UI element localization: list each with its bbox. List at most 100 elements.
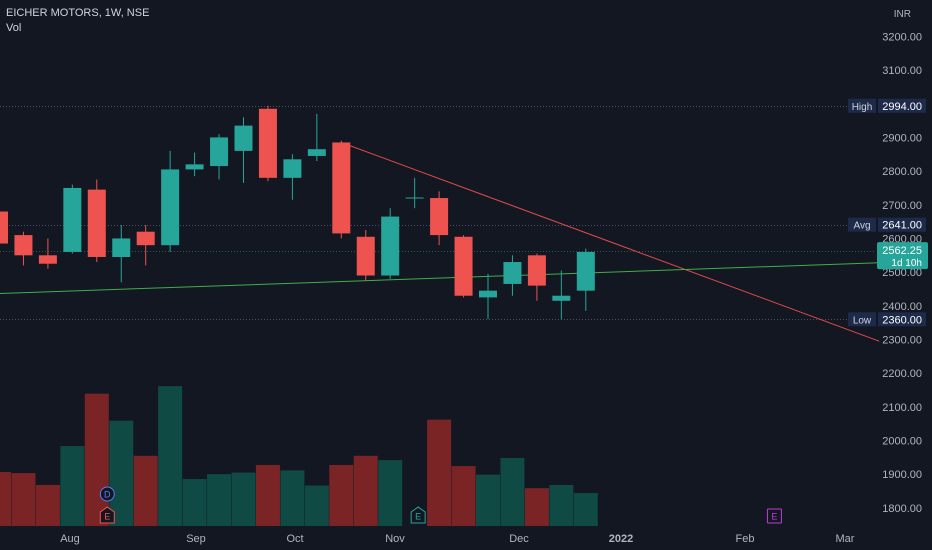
volume-bar (304, 485, 329, 526)
volume-bar (60, 446, 85, 526)
volume-indicator-label[interactable]: Vol (6, 22, 22, 34)
chart-legend: EICHER MOTORS, 1W, NSE Vol (6, 6, 149, 36)
candle-body (283, 159, 302, 178)
candle-body (356, 236, 375, 276)
volume-bar (549, 484, 574, 526)
event-letter: E (104, 512, 110, 522)
candle-body (161, 169, 180, 246)
volume-bar (11, 473, 36, 526)
x-tick-label: Mar (836, 533, 855, 545)
candle-body (258, 108, 277, 178)
ref-badge-low: Low 2360.00 (848, 312, 926, 327)
candle-body (576, 251, 595, 291)
volume-bar (451, 466, 476, 526)
ref-badge-label: Avg (853, 221, 870, 232)
volume-bar (573, 493, 598, 526)
candle-body (307, 149, 326, 156)
candle[interactable] (332, 140, 351, 239)
candle[interactable] (234, 117, 253, 183)
symbol-title[interactable]: EICHER MOTORS, 1W, NSE (6, 7, 150, 19)
y-tick-label: 1900.00 (882, 469, 922, 481)
candles[interactable] (0, 105, 595, 320)
candle[interactable] (210, 134, 229, 180)
candle[interactable] (503, 255, 522, 296)
resistance-trend-line[interactable] (341, 142, 880, 342)
candle-body (136, 231, 155, 246)
candle-body (454, 236, 473, 296)
candle[interactable] (63, 184, 82, 254)
volume-bar (378, 460, 403, 526)
event-letter: E (415, 512, 421, 522)
earnings-marker[interactable]: E (766, 508, 782, 524)
ref-badge-label: High (852, 102, 873, 113)
event-letter: D (104, 490, 111, 500)
candle-body (332, 142, 351, 234)
y-tick-label: 3100.00 (882, 65, 922, 77)
y-tick-label: 2500.00 (882, 267, 922, 279)
candle[interactable] (161, 150, 180, 252)
ref-badge-avg: Avg 2641.00 (848, 217, 926, 232)
x-tick-label: Feb (736, 533, 755, 545)
candle[interactable] (454, 235, 473, 298)
candle[interactable] (14, 231, 33, 266)
candle[interactable] (381, 208, 400, 279)
event-markers[interactable]: D E E E (99, 486, 782, 524)
currency-label: INR (894, 9, 911, 20)
volume-bar (182, 479, 207, 526)
x-tick-label: Sep (186, 533, 206, 545)
candle[interactable] (307, 113, 326, 161)
candle[interactable] (527, 253, 546, 301)
y-tick-label: 2100.00 (882, 402, 922, 414)
candle-body (112, 238, 131, 257)
candle-body (527, 255, 546, 286)
ref-badge-label: Low (853, 315, 872, 326)
candle-body (552, 295, 571, 301)
candle[interactable] (552, 270, 571, 320)
candle[interactable] (430, 191, 449, 246)
y-tick-label: 3200.00 (882, 31, 922, 43)
bar-countdown: 1d 10h (891, 258, 922, 269)
candle[interactable] (38, 238, 57, 269)
y-tick-label: 2000.00 (882, 436, 922, 448)
candle[interactable] (356, 230, 375, 281)
candle-body (87, 189, 106, 257)
volume-bars (0, 386, 598, 526)
ref-badge-high: High 2994.00 (848, 98, 926, 113)
candle[interactable] (136, 224, 155, 266)
candle[interactable] (87, 179, 106, 263)
candle[interactable] (112, 224, 131, 283)
candle[interactable] (283, 154, 302, 200)
x-tick-label: Aug (60, 533, 80, 545)
earnings-marker[interactable]: E (410, 506, 426, 524)
volume-bar (109, 420, 134, 526)
candle-body (479, 290, 497, 298)
volume-bar (35, 484, 60, 526)
y-tick-label: 2300.00 (882, 335, 922, 347)
price-axis[interactable]: 1800.00 1900.00 2000.00 2100.00 2200.00 2300.… (848, 9, 928, 515)
volume-bar (0, 472, 11, 526)
candle[interactable] (479, 273, 497, 320)
candle[interactable] (405, 177, 424, 209)
y-tick-label: 1800.00 (882, 503, 922, 515)
volume-bar (231, 472, 256, 526)
candle-body (38, 255, 57, 264)
candle[interactable] (0, 211, 8, 246)
candle-body (234, 125, 253, 151)
dividend-marker[interactable]: D (99, 486, 115, 502)
ref-badge-value: 2360.00 (882, 314, 922, 326)
candle[interactable] (576, 248, 595, 311)
earnings-marker[interactable]: E (99, 506, 115, 524)
candle[interactable] (258, 105, 277, 182)
y-tick-label: 2400.00 (882, 301, 922, 313)
time-axis[interactable]: Aug Sep Oct Nov Dec 2022 Feb Mar (60, 533, 855, 545)
candle-body (430, 198, 449, 236)
volume-bar (158, 386, 183, 526)
volume-bar (329, 464, 354, 526)
support-trend-line[interactable] (0, 262, 880, 295)
trend-lines[interactable] (0, 142, 880, 342)
ref-badge-value: 2994.00 (882, 101, 922, 113)
candle[interactable] (185, 152, 204, 177)
volume-bar (524, 488, 549, 526)
